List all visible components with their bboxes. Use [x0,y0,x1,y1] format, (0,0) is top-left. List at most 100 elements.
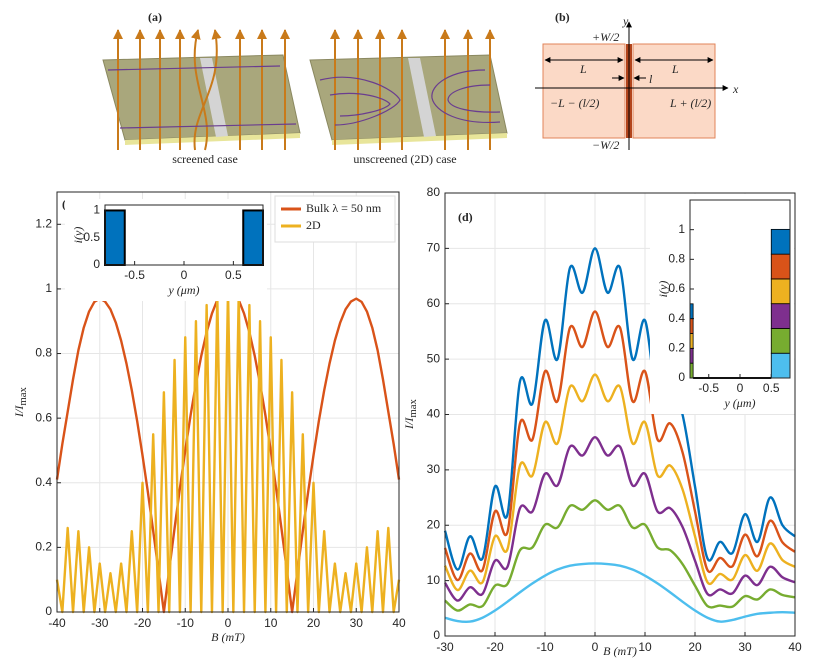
y-axis-label: I/Imax [12,386,30,418]
x-tick-label: -0.5 [124,268,145,282]
y-tick-label: 0.4 [668,311,685,325]
y-label-sub: max [407,398,419,417]
x-tick-label: -10 [177,616,195,630]
x-tick-label: 30 [738,640,752,654]
slab [309,54,508,141]
y-tick-label: 0.8 [35,346,52,360]
legend-label: 2D [306,218,321,232]
line-series [443,247,796,571]
gap [200,58,228,137]
y-tick-label: 0.8 [668,252,685,266]
plot-area [105,205,263,265]
inset-bar-segment [770,228,791,255]
dim-label: +W/2 [592,30,619,44]
inset-bar-segment [770,328,791,354]
caption: screened case [172,152,238,166]
axes-frame [444,192,796,637]
y-label-sub: max [17,386,29,405]
y-axis-label: I/Imax [402,398,420,430]
y-tick-label: 80 [427,185,441,199]
legend-label: Bulk λ = 50 nm [306,201,382,215]
y-label-main: I/I [402,417,416,430]
legend-box [274,195,396,243]
x-tick-label: 0 [181,268,188,282]
legend: Bulk λ = 50 nm 2D [274,195,396,243]
x-tick-label: -0.5 [698,381,719,395]
x-tick-label: 0.5 [225,268,242,282]
inset-x-label: y (μm) [723,396,755,410]
y-tick-label: 50 [427,351,441,365]
y-label-main: I/I [12,405,26,418]
inset-x-label: y (μm) [167,283,199,297]
axis-label: y [622,14,629,28]
inset-bar [104,209,126,266]
inset-bar-segment [770,303,791,329]
caption: unscreened (2D) case [353,152,456,166]
x-axis-label: B (mT) [211,630,245,644]
dim-label: L [671,62,679,76]
panel-label: (d) [458,210,473,224]
panel-b: (b) y x +W/2 −W/2 L L l −L − (l/2) L + (… [535,10,739,152]
panel-a: (a) screened case unscreened (2D) case [102,10,508,166]
x-tick-label: -40 [48,616,66,630]
currents [107,65,501,129]
y-tick-label: 60 [427,296,441,310]
x-tick-label: 40 [392,616,406,630]
y-tick-label: 0 [433,628,440,642]
dim-label: −W/2 [592,138,619,152]
axes-frame [689,199,791,379]
y-tick-label: 0.4 [35,475,52,489]
y-tick-label: 30 [427,462,441,476]
y-tick-label: 70 [427,241,441,255]
chart: -30 -20 -10 0 10 20 30 4001020304050607080(d)B … [402,185,802,658]
gap [408,58,436,137]
left-electrode [542,43,626,139]
y-tick-label: 1 [678,222,685,236]
x-tick-label: -10 [536,640,554,654]
line-series [444,499,796,612]
line-series [443,310,796,582]
y-tick-label: 0.5 [83,230,100,244]
x-tick-label: 10 [638,640,652,654]
axes-frame [56,191,400,613]
y-tick-label: 1 [45,281,52,295]
line-series [443,436,796,602]
y-tick-label: 0.2 [35,540,52,554]
inset-bar-segment [770,352,791,379]
axes-frame [104,204,264,266]
y-tick-label: 1.2 [35,216,52,230]
x-tick-label: 10 [264,616,278,630]
slab-edge [332,133,507,145]
y-tick-label: 0.6 [668,281,685,295]
y-tick-label: 10 [427,573,441,587]
y-tick-label: 0 [93,257,100,271]
x-tick-label: 20 [307,616,321,630]
y-tick-label: 0.2 [668,341,685,355]
slab-edge [125,133,300,145]
y-tick-label: 20 [427,517,441,531]
y-tick-label: 40 [427,407,441,421]
panel-label: (a) [148,10,162,24]
dim-label: L [579,62,587,76]
inset-bar [242,209,264,266]
x-tick-label: 0 [225,616,232,630]
line-series [444,562,796,624]
x-tick-label: 40 [788,640,802,654]
line-series [443,373,796,592]
dim-label: l [649,72,653,86]
y-tick-label: 1 [93,203,100,217]
dim-label: −L − (l/2) [550,96,599,110]
panel-label: (b) [555,10,570,24]
field-lines [113,29,495,151]
inset-y-label: i(y) [656,281,670,298]
x-tick-label: -20 [134,616,152,630]
inset-y-label: i(y) [71,227,85,244]
x-tick-label: 0 [592,640,599,654]
x-tick-label: -30 [436,640,454,654]
y-tick-label: 0.6 [35,410,52,424]
inset: -0.5 0 0.5 0 0.2 0.4 0.6 0.8 1 y (μm) i(y) [650,194,794,414]
x-tick-label: -20 [486,640,504,654]
y-tick-label: 0 [678,370,685,384]
x-tick-label: 0 [737,381,744,395]
